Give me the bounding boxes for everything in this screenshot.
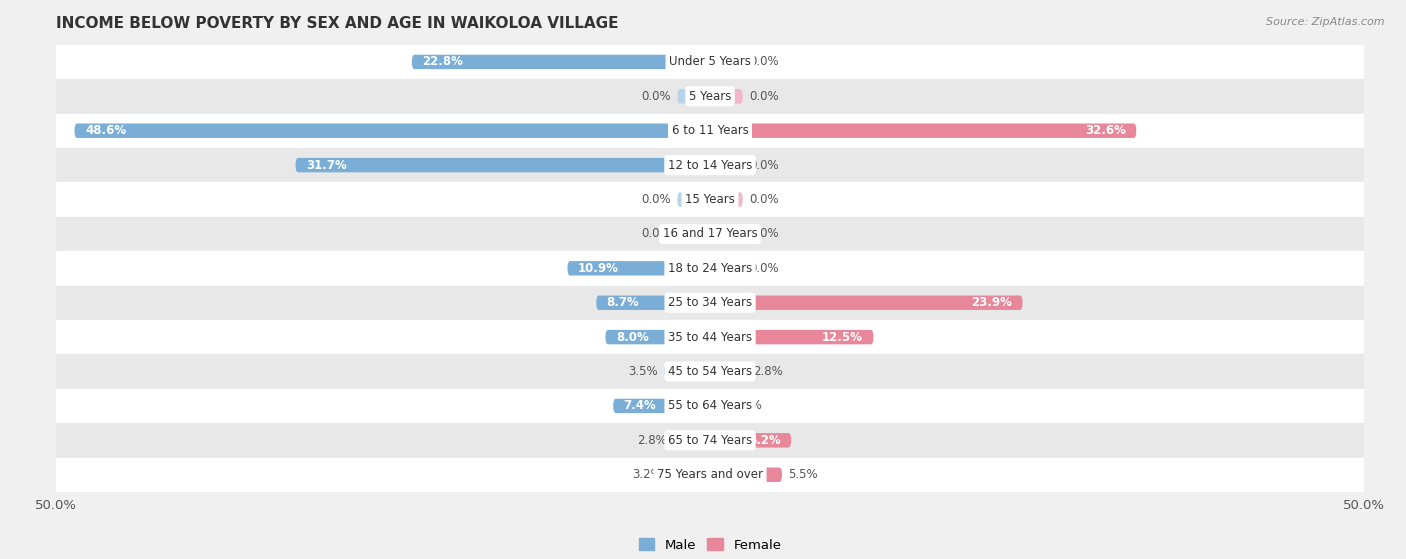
- Text: 35 to 44 Years: 35 to 44 Years: [668, 330, 752, 344]
- FancyBboxPatch shape: [710, 433, 792, 448]
- Text: 45 to 54 Years: 45 to 54 Years: [668, 365, 752, 378]
- FancyBboxPatch shape: [710, 364, 747, 379]
- Text: 0.0%: 0.0%: [641, 193, 671, 206]
- Text: 3.2%: 3.2%: [631, 468, 662, 481]
- FancyBboxPatch shape: [568, 261, 710, 276]
- FancyBboxPatch shape: [710, 124, 1136, 138]
- Bar: [56, 354, 1364, 389]
- Text: 6 to 11 Years: 6 to 11 Years: [672, 124, 748, 137]
- Text: 10.9%: 10.9%: [578, 262, 619, 275]
- FancyBboxPatch shape: [710, 330, 873, 344]
- Text: 7.4%: 7.4%: [624, 400, 657, 413]
- FancyBboxPatch shape: [678, 89, 710, 103]
- Bar: [56, 286, 1364, 320]
- FancyBboxPatch shape: [710, 227, 742, 241]
- FancyBboxPatch shape: [664, 364, 710, 379]
- Text: 18 to 24 Years: 18 to 24 Years: [668, 262, 752, 275]
- Text: 23.9%: 23.9%: [972, 296, 1012, 309]
- Bar: [56, 79, 1364, 113]
- Text: 0.0%: 0.0%: [749, 159, 779, 172]
- Bar: [56, 217, 1364, 251]
- Text: 5 Years: 5 Years: [689, 90, 731, 103]
- Text: 32.6%: 32.6%: [1085, 124, 1126, 137]
- Bar: [56, 457, 1364, 492]
- Bar: [56, 251, 1364, 286]
- Text: 25 to 34 Years: 25 to 34 Years: [668, 296, 752, 309]
- Text: 0.0%: 0.0%: [749, 55, 779, 68]
- Text: 55 to 64 Years: 55 to 64 Years: [668, 400, 752, 413]
- Text: 8.0%: 8.0%: [616, 330, 648, 344]
- FancyBboxPatch shape: [673, 433, 710, 448]
- Bar: [56, 148, 1364, 182]
- Text: 6.2%: 6.2%: [748, 434, 780, 447]
- Text: 2.8%: 2.8%: [754, 365, 783, 378]
- Legend: Male, Female: Male, Female: [633, 533, 787, 557]
- Text: 1.2%: 1.2%: [733, 400, 762, 413]
- FancyBboxPatch shape: [710, 399, 725, 413]
- FancyBboxPatch shape: [710, 192, 742, 207]
- FancyBboxPatch shape: [710, 55, 742, 69]
- Bar: [56, 423, 1364, 457]
- Text: 31.7%: 31.7%: [307, 159, 347, 172]
- FancyBboxPatch shape: [606, 330, 710, 344]
- Text: 75 Years and over: 75 Years and over: [657, 468, 763, 481]
- FancyBboxPatch shape: [710, 158, 742, 172]
- Text: 5.5%: 5.5%: [789, 468, 818, 481]
- FancyBboxPatch shape: [412, 55, 710, 69]
- FancyBboxPatch shape: [710, 89, 742, 103]
- Bar: [56, 113, 1364, 148]
- Text: 12.5%: 12.5%: [823, 330, 863, 344]
- Text: 3.5%: 3.5%: [628, 365, 658, 378]
- Text: 0.0%: 0.0%: [749, 193, 779, 206]
- Bar: [56, 320, 1364, 354]
- Text: 2.8%: 2.8%: [637, 434, 666, 447]
- FancyBboxPatch shape: [295, 158, 710, 172]
- FancyBboxPatch shape: [596, 296, 710, 310]
- Text: 48.6%: 48.6%: [84, 124, 127, 137]
- Text: 0.0%: 0.0%: [641, 90, 671, 103]
- Text: 15 Years: 15 Years: [685, 193, 735, 206]
- FancyBboxPatch shape: [613, 399, 710, 413]
- Text: 65 to 74 Years: 65 to 74 Years: [668, 434, 752, 447]
- FancyBboxPatch shape: [678, 192, 710, 207]
- Text: 0.0%: 0.0%: [749, 262, 779, 275]
- Text: 8.7%: 8.7%: [607, 296, 640, 309]
- FancyBboxPatch shape: [710, 261, 742, 276]
- Text: 0.0%: 0.0%: [641, 228, 671, 240]
- Text: 12 to 14 Years: 12 to 14 Years: [668, 159, 752, 172]
- Text: INCOME BELOW POVERTY BY SEX AND AGE IN WAIKOLOA VILLAGE: INCOME BELOW POVERTY BY SEX AND AGE IN W…: [56, 16, 619, 31]
- FancyBboxPatch shape: [668, 467, 710, 482]
- Text: 0.0%: 0.0%: [749, 90, 779, 103]
- Bar: [56, 45, 1364, 79]
- Text: 0.0%: 0.0%: [749, 228, 779, 240]
- Text: Source: ZipAtlas.com: Source: ZipAtlas.com: [1267, 17, 1385, 27]
- Bar: [56, 389, 1364, 423]
- Bar: [56, 182, 1364, 217]
- FancyBboxPatch shape: [678, 227, 710, 241]
- FancyBboxPatch shape: [75, 124, 710, 138]
- Text: 22.8%: 22.8%: [422, 55, 463, 68]
- Text: 16 and 17 Years: 16 and 17 Years: [662, 228, 758, 240]
- Text: Under 5 Years: Under 5 Years: [669, 55, 751, 68]
- FancyBboxPatch shape: [710, 296, 1022, 310]
- FancyBboxPatch shape: [710, 467, 782, 482]
